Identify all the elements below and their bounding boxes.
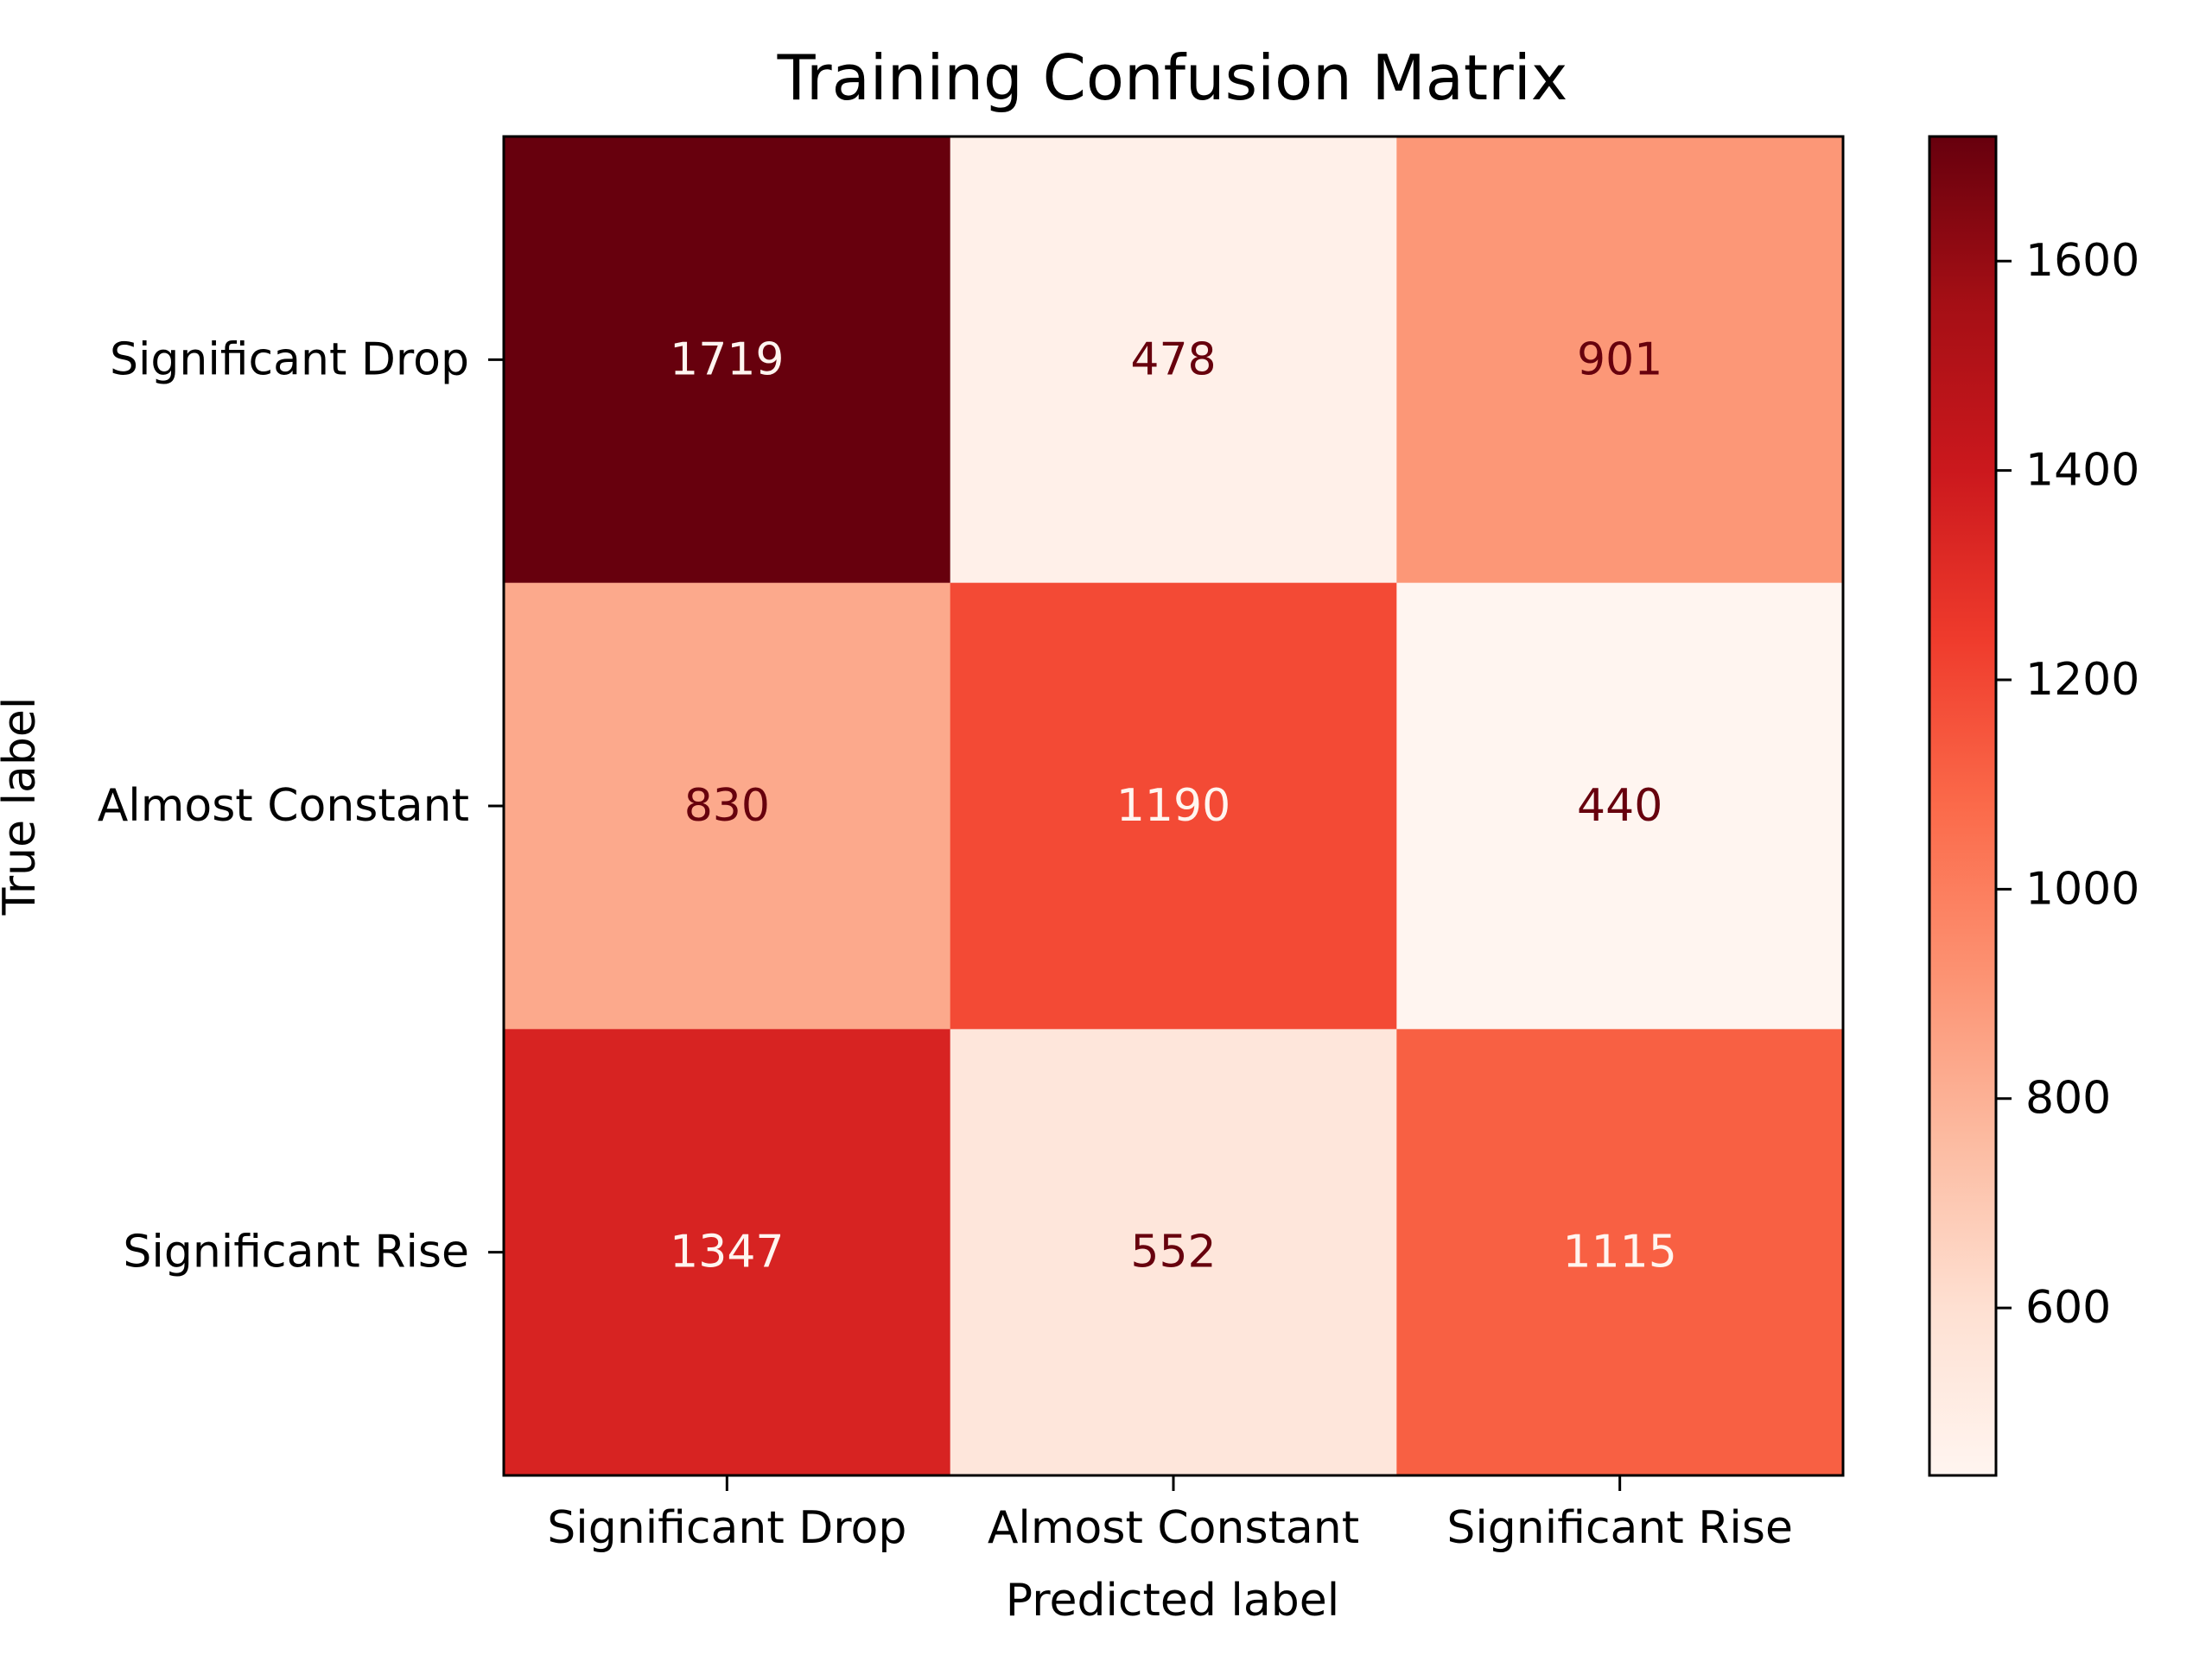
- heatmap-cell: [504, 136, 951, 584]
- heatmap-cell: [950, 582, 1397, 1030]
- y-tick-label: Significant Rise: [123, 1227, 469, 1278]
- heatmap-cell: [950, 1029, 1397, 1476]
- cell-value-label: 478: [1130, 333, 1216, 385]
- cell-value-label: 1115: [1562, 1227, 1676, 1278]
- cell-value-label: 440: [1577, 780, 1662, 832]
- cell-value-label: 1719: [670, 333, 784, 385]
- x-tick-label: Significant Rise: [1446, 1502, 1793, 1554]
- heatmap-cell: [950, 136, 1397, 584]
- y-axis: Significant Drop Almost Constant Significa…: [98, 333, 504, 1278]
- cell-value-label: 552: [1130, 1227, 1216, 1278]
- heatmap-cell-labels: 1719 478 901 830 1190 440 1347 552 1115: [670, 333, 1677, 1278]
- x-tick-label: Significant Drop: [547, 1502, 906, 1554]
- heatmap-cell: [504, 582, 951, 1030]
- heatmap-cell: [1396, 1029, 1844, 1476]
- heatmap-cell: [1396, 582, 1844, 1030]
- heatmap-cell: [504, 1029, 951, 1476]
- y-tick-label: Significant Drop: [110, 333, 469, 385]
- colorbar-tick-label: 1400: [2025, 445, 2139, 497]
- cell-value-label: 1190: [1116, 780, 1230, 832]
- colorbar-tick-label: 1600: [2025, 235, 2139, 287]
- heatmap-cell: [1396, 136, 1844, 584]
- colorbar-tick-label: 1000: [2025, 863, 2139, 915]
- y-tick-label: Almost Constant: [98, 780, 469, 832]
- cell-value-label: 901: [1577, 333, 1662, 385]
- cell-value-label: 1347: [670, 1227, 784, 1278]
- y-axis-label: True label: [0, 697, 46, 917]
- colorbar-tick-label: 600: [2025, 1282, 2111, 1334]
- x-axis-label: Predicted label: [1006, 1575, 1339, 1627]
- x-tick-label: Almost Constant: [988, 1502, 1359, 1554]
- colorbar-tick-label: 1200: [2025, 654, 2139, 706]
- heatmap-cells: [504, 136, 1844, 1476]
- colorbar-axis: 600 800 1000 1200 1400 1600: [1996, 235, 2139, 1334]
- colorbar: [1928, 135, 1998, 1477]
- cell-value-label: 830: [684, 780, 770, 832]
- chart-title: Training Confusion Matrix: [777, 41, 1568, 114]
- colorbar-tick-label: 800: [2025, 1073, 2111, 1125]
- x-axis: Significant Drop Almost Constant Significa…: [547, 1475, 1793, 1554]
